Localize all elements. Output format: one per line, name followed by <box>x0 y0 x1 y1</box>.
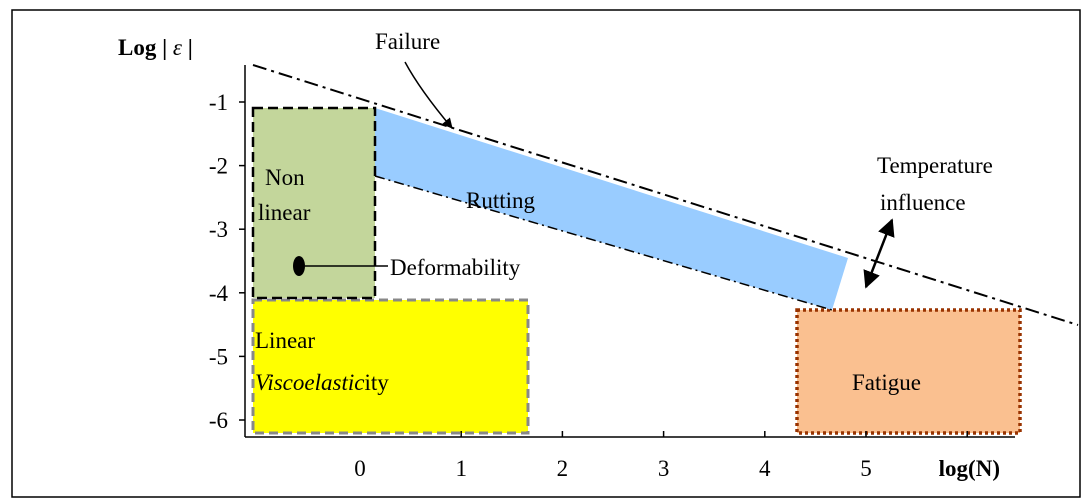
viscoelastic-label: Viscoelasticity <box>255 370 389 395</box>
fatigue-label: Fatigue <box>852 370 921 395</box>
y-tick-label: -2 <box>209 154 228 179</box>
failure-pointer <box>404 61 453 129</box>
temperature-label: influence <box>880 190 966 215</box>
x-tick-label: 1 <box>455 456 467 481</box>
y-label-text: Log | <box>118 35 173 60</box>
temperature-arrow <box>863 218 895 289</box>
deformability-dot <box>293 256 305 276</box>
y-tick-label: -6 <box>209 408 228 433</box>
y-axis-label: Log | ε | <box>118 35 193 60</box>
deformability-label: Deformability <box>390 255 521 280</box>
rutting-band <box>375 108 848 310</box>
fatigue-region <box>795 308 1022 435</box>
y-tick-label: -5 <box>209 344 228 369</box>
failure-label: Failure <box>375 29 440 54</box>
y-tick-label: -1 <box>209 90 228 115</box>
frame <box>11 9 1081 498</box>
nonlinear-label: Non <box>265 165 305 190</box>
y-tick-label: -3 <box>209 217 228 242</box>
viscoelastic-end: ity <box>364 370 389 395</box>
viscoelastic-italic: Viscoelastic <box>255 370 364 395</box>
y-tick-label: -4 <box>209 281 229 306</box>
x-axis-label: log(N) <box>939 456 1000 481</box>
x-tick-label: 2 <box>557 456 569 481</box>
nonlinear-label: linear <box>258 200 311 225</box>
y-label-end: | <box>182 35 193 60</box>
x-tick-label: 4 <box>759 456 771 481</box>
temperature-label: Temperature <box>877 153 993 178</box>
y-label-symbol: ε <box>173 35 183 60</box>
failure-line <box>252 64 1079 326</box>
x-tick-label: 0 <box>354 456 366 481</box>
linear-label: Linear <box>255 328 315 353</box>
x-tick-label: 3 <box>658 456 670 481</box>
linear-region <box>251 298 530 435</box>
x-tick-label: 5 <box>860 456 872 481</box>
rutting-label: Rutting <box>466 188 536 213</box>
